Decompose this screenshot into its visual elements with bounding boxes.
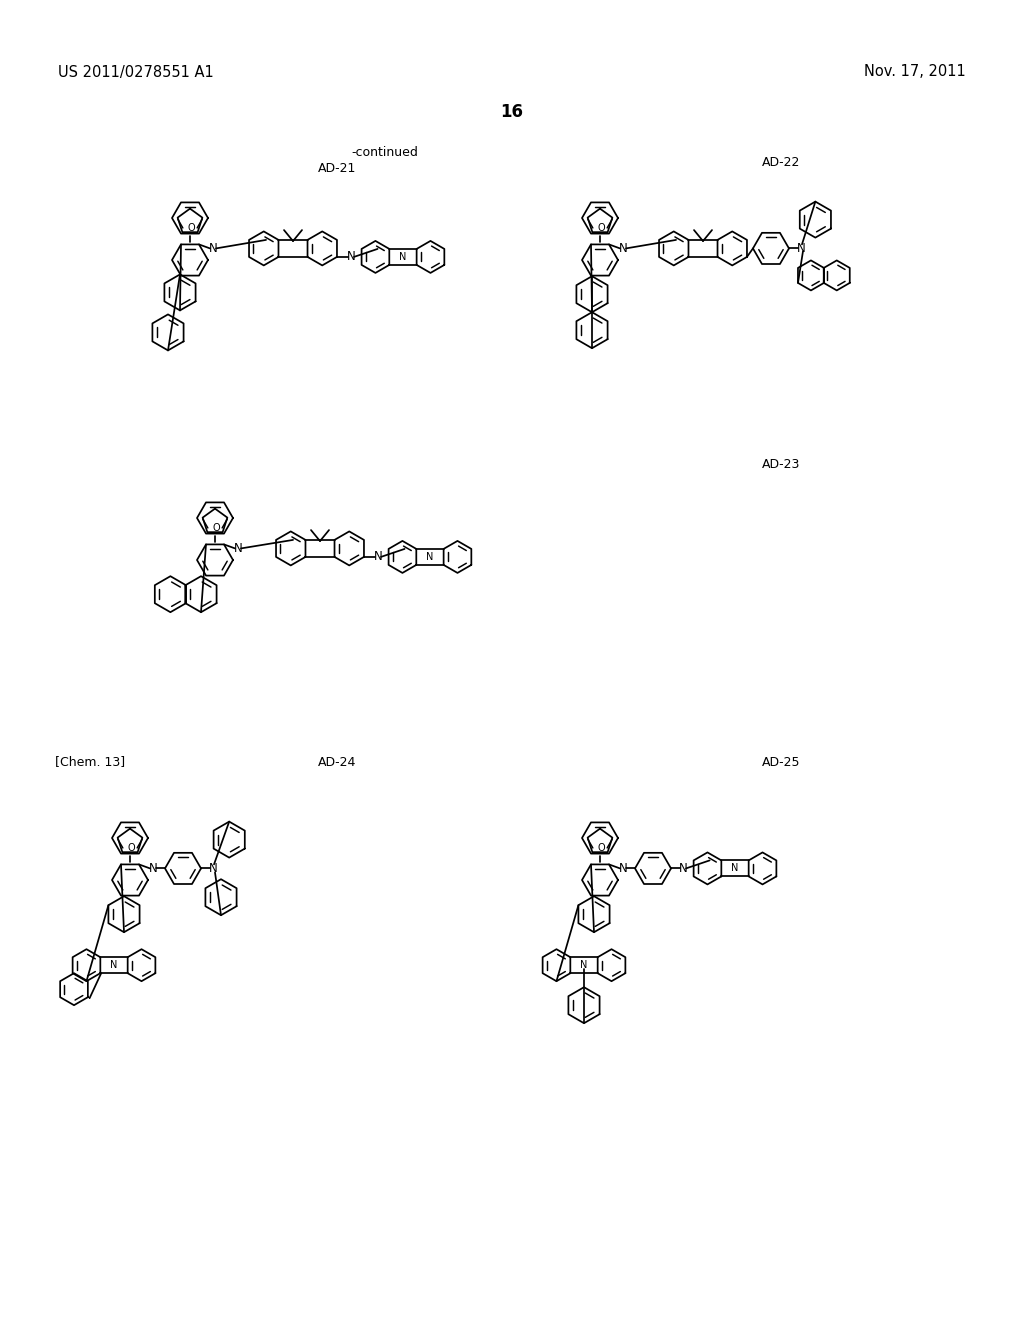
Text: N: N <box>374 550 382 564</box>
Text: 16: 16 <box>501 103 523 121</box>
Text: N: N <box>148 862 158 875</box>
Text: O: O <box>187 223 195 234</box>
Text: US 2011/0278551 A1: US 2011/0278551 A1 <box>58 65 214 79</box>
Text: N: N <box>111 960 118 970</box>
Text: O: O <box>127 843 135 854</box>
Text: AD-21: AD-21 <box>318 161 356 174</box>
Text: AD-24: AD-24 <box>318 755 356 768</box>
Text: -continued: -continued <box>351 145 419 158</box>
Text: N: N <box>679 862 687 875</box>
Text: N: N <box>618 862 628 875</box>
Text: Nov. 17, 2011: Nov. 17, 2011 <box>864 65 966 79</box>
Text: [Chem. 13]: [Chem. 13] <box>55 755 125 768</box>
Text: AD-23: AD-23 <box>762 458 801 471</box>
Text: O: O <box>212 524 220 533</box>
Text: N: N <box>731 863 738 874</box>
Text: N: N <box>399 252 407 261</box>
Text: AD-22: AD-22 <box>762 157 801 169</box>
Text: O: O <box>597 223 605 234</box>
Text: O: O <box>597 843 605 854</box>
Text: N: N <box>797 242 805 255</box>
Text: N: N <box>346 251 355 264</box>
Text: N: N <box>618 242 628 255</box>
Text: N: N <box>581 960 588 970</box>
Text: N: N <box>426 552 433 562</box>
Text: N: N <box>209 862 217 875</box>
Text: N: N <box>209 242 217 255</box>
Text: AD-25: AD-25 <box>762 755 801 768</box>
Text: N: N <box>233 543 243 554</box>
